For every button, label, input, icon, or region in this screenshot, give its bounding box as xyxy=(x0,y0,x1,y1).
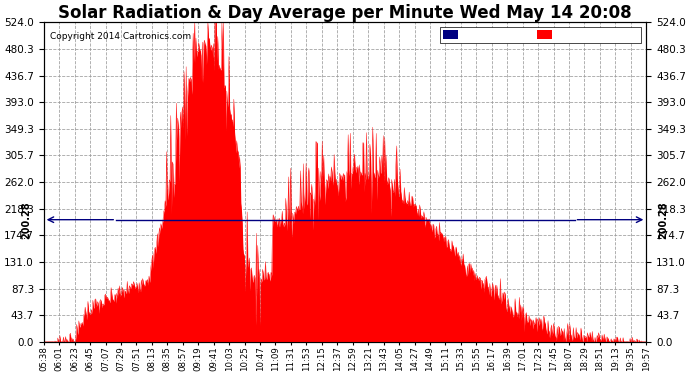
Text: Copyright 2014 Cartronics.com: Copyright 2014 Cartronics.com xyxy=(50,32,191,41)
Title: Solar Radiation & Day Average per Minute Wed May 14 20:08: Solar Radiation & Day Average per Minute… xyxy=(58,4,632,22)
Text: 200.28: 200.28 xyxy=(658,201,669,238)
Text: 200.28: 200.28 xyxy=(21,201,31,238)
Legend: Median (w/m2), Radiation (w/m2): Median (w/m2), Radiation (w/m2) xyxy=(440,27,642,43)
